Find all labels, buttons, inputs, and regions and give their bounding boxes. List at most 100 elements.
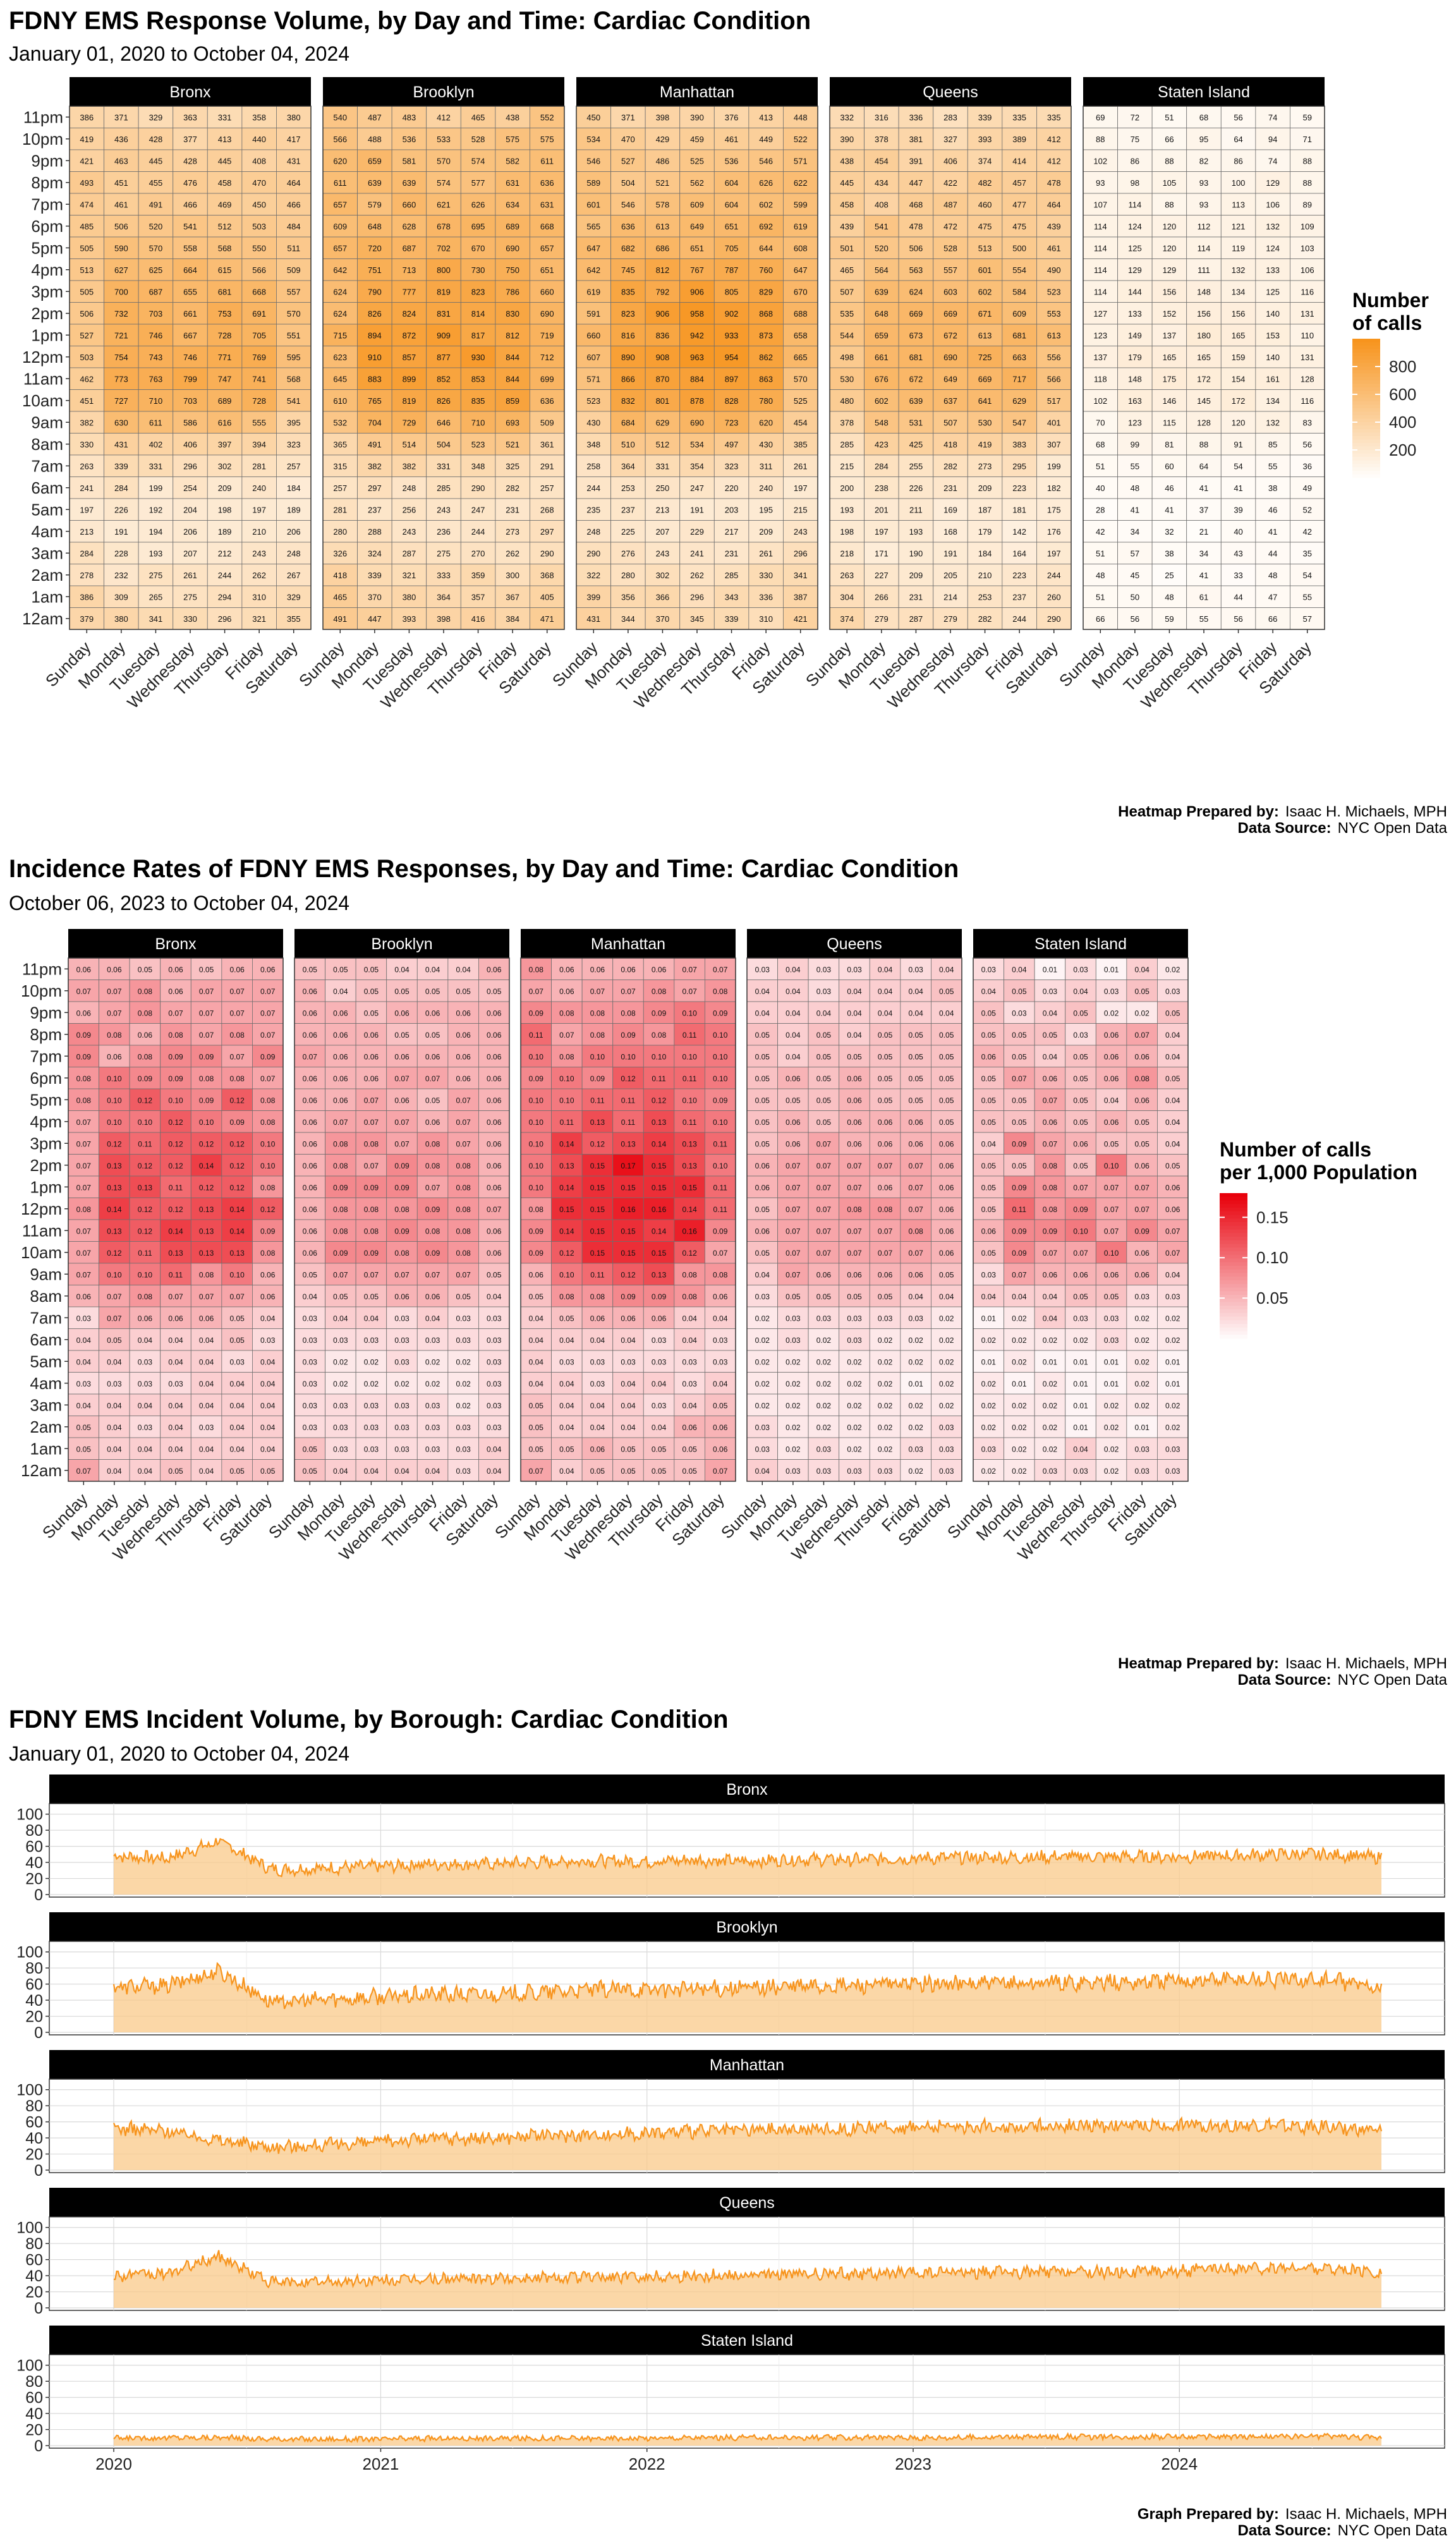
- cell-value-label: 0.04: [364, 1314, 379, 1323]
- cell-value-label: 132: [1266, 222, 1280, 231]
- cell-value-label: 0.03: [878, 1467, 893, 1476]
- cell-value-label: 0.06: [981, 1227, 997, 1235]
- cell-value-label: 418: [943, 440, 957, 449]
- cell-value-label: 663: [1012, 353, 1026, 362]
- cell-value-label: 0.05: [1073, 1009, 1088, 1017]
- cell-value-label: 120: [1232, 418, 1246, 427]
- heatmap-cell: [322, 236, 358, 259]
- heatmap-cell: [357, 302, 392, 325]
- cell-value-label: 660: [403, 200, 416, 209]
- heatmap-cell: [138, 346, 174, 368]
- colorbar-segment: [1352, 408, 1380, 412]
- cell-value-label: 0.06: [908, 1118, 923, 1127]
- cell-value-label: 459: [690, 135, 704, 144]
- cell-value-label: 0.02: [1134, 1357, 1150, 1366]
- cell-value-label: 465: [471, 112, 485, 122]
- cell-value-label: 0.07: [816, 1205, 832, 1214]
- cell-value-label: 681: [909, 353, 923, 362]
- cell-value-label: 0.04: [168, 1336, 183, 1345]
- svg-text:Graph Prepared by:Isaac H. Mic: Graph Prepared by: Isaac H. Michaels, MPH: [1138, 2506, 1447, 2523]
- cell-value-label: 285: [437, 483, 451, 493]
- cell-value-label: 458: [218, 178, 232, 188]
- cell-value-label: 329: [149, 112, 163, 122]
- colorbar-segment: [1352, 370, 1380, 374]
- heatmap-cell: [173, 236, 208, 259]
- cell-value-label: 0.03: [260, 1336, 276, 1345]
- cell-value-label: 910: [368, 353, 382, 362]
- cell-value-label: 370: [368, 592, 382, 602]
- heatmap-cell: [322, 106, 358, 128]
- cell-value-label: 0.02: [981, 1401, 997, 1410]
- credit-author: Isaac H. Michaels, MPH: [1285, 1655, 1447, 1672]
- cell-value-label: 743: [149, 353, 163, 362]
- cell-value-label: 646: [437, 418, 451, 427]
- cell-value-label: 727: [114, 396, 128, 406]
- cell-value-label: 0.06: [199, 1314, 214, 1323]
- cell-value-label: 705: [252, 331, 266, 340]
- cell-value-label: 69: [1096, 112, 1105, 122]
- cell-value-label: 275: [149, 571, 163, 580]
- cell-value-label: 0.02: [755, 1401, 770, 1410]
- cell-value-label: 0.03: [1104, 1336, 1119, 1345]
- cell-value-label: 0.05: [1073, 1292, 1088, 1301]
- cell-value-label: 45: [1131, 571, 1139, 580]
- heatmap-cell: [357, 433, 392, 456]
- cell-value-label: 0.05: [1012, 1096, 1027, 1105]
- cell-value-label: 0.10: [1073, 1227, 1088, 1235]
- cell-value-label: 243: [252, 549, 266, 558]
- heatmap-cell: [679, 128, 715, 150]
- heatmap-cell: [276, 324, 312, 346]
- cell-value-label: 282: [943, 461, 957, 471]
- cell-value-label: 206: [183, 527, 197, 537]
- cell-value-label: 0.11: [1012, 1205, 1027, 1214]
- cell-value-label: 275: [437, 549, 451, 558]
- cell-value-label: 0.11: [682, 1118, 697, 1127]
- heatmap-cell: [69, 236, 104, 259]
- cell-value-label: 0.03: [755, 965, 770, 974]
- cell-value-label: 0.06: [303, 1183, 318, 1192]
- heatmap-cell: [69, 346, 104, 368]
- figure-incidence-rates: Incidence Rates of FDNY EMS Responses, b…: [9, 855, 1448, 1689]
- heatmap-cell: [426, 215, 461, 238]
- cell-value-label: 128: [1301, 374, 1314, 384]
- cell-value-label: 74: [1268, 156, 1277, 166]
- cell-value-label: 382: [80, 418, 94, 427]
- cell-value-label: 191: [690, 505, 704, 514]
- cell-value-label: 0.03: [1104, 1314, 1119, 1323]
- cell-value-label: 469: [218, 200, 232, 209]
- cell-value-label: 451: [114, 178, 128, 188]
- cell-value-label: 0.04: [199, 1357, 214, 1366]
- cell-value-label: 0.08: [229, 1074, 245, 1083]
- cell-value-label: 0.06: [260, 965, 276, 974]
- heatmap-cell: [460, 215, 496, 238]
- cell-value-label: 247: [471, 505, 485, 514]
- heatmap-cell: [530, 367, 565, 390]
- cell-value-label: 436: [114, 135, 128, 144]
- cell-value-label: 0.02: [1012, 1314, 1027, 1323]
- cell-value-label: 0.02: [816, 1401, 832, 1410]
- cell-value-label: 0.16: [682, 1227, 697, 1235]
- heatmap-cell: [276, 564, 312, 586]
- cell-value-label: 50: [1131, 592, 1139, 602]
- cell-value-label: 636: [540, 178, 554, 188]
- cell-value-label: 93: [1096, 178, 1105, 188]
- cell-value-label: 253: [978, 592, 992, 602]
- legend-title: Number of calls: [1220, 1138, 1371, 1161]
- y-tick-label: 12am: [21, 1461, 62, 1480]
- cell-value-label: 0.07: [229, 1009, 245, 1017]
- cell-value-label: 812: [506, 331, 519, 340]
- cell-value-label: 0.03: [394, 1423, 410, 1432]
- cell-value-label: 0.04: [908, 1009, 923, 1017]
- cell-value-label: 0.04: [847, 1031, 862, 1040]
- cell-value-label: 464: [1047, 200, 1061, 209]
- cell-value-label: 51: [1096, 549, 1105, 558]
- cell-value-label: 207: [656, 527, 670, 537]
- cell-value-label: 0.08: [456, 1205, 471, 1214]
- cell-value-label: 0.04: [260, 1423, 276, 1432]
- cell-value-label: 575: [540, 135, 554, 144]
- cell-value-label: 398: [656, 112, 670, 122]
- cell-value-label: 0.04: [76, 1401, 92, 1410]
- cell-value-label: 0.06: [1104, 1031, 1119, 1040]
- cell-value-label: 0.05: [333, 1292, 348, 1301]
- heatmap-cell: [276, 149, 312, 172]
